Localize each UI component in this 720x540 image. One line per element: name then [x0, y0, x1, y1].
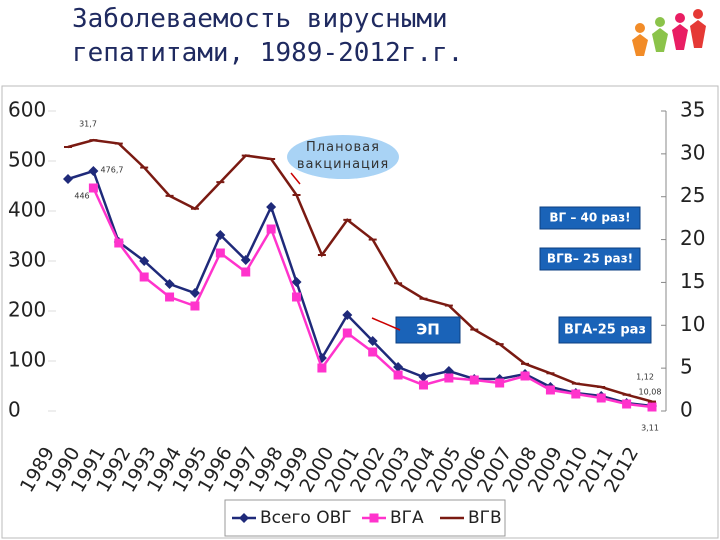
legend-label: ВГВ [468, 508, 502, 528]
y2-tick-label: 30 [680, 140, 705, 164]
annotation: Плановая вакцинация [296, 140, 390, 172]
y-tick-label: 500 [8, 148, 46, 172]
y-tick-label: 400 [8, 198, 46, 222]
marker [139, 272, 149, 282]
y-tick-label: 300 [8, 248, 46, 272]
annotation: ВГ – 40 раз! [549, 211, 630, 225]
annotation: ЭП [416, 321, 440, 339]
marker [240, 255, 251, 265]
y-tick-label: 200 [8, 298, 46, 322]
annotation: 3,11 [641, 424, 659, 433]
logo [632, 9, 706, 56]
chart-title: Заболеваемость вирусными гепатитами, 198… [72, 4, 464, 68]
marker [495, 378, 505, 388]
annotation: 1,12 [636, 373, 654, 382]
marker [571, 389, 581, 399]
marker [418, 380, 428, 390]
legend-marker [239, 513, 249, 523]
marker [291, 277, 302, 287]
chart-frame [1, 85, 719, 539]
marker [520, 371, 530, 381]
annotation: ВГВ– 25 раз! [547, 252, 633, 266]
marker [88, 166, 99, 176]
legend-marker [369, 513, 379, 523]
annotation: 10,08 [639, 388, 662, 397]
annotation: ВГА-25 раз [564, 323, 646, 338]
y2-tick-label: 20 [680, 226, 705, 250]
marker [266, 224, 276, 234]
legend-label: Всего ОВГ [260, 508, 352, 528]
annotation-wrap: Плановая вакцинация [296, 140, 390, 172]
marker [444, 373, 454, 383]
marker [292, 292, 302, 302]
marker [88, 183, 98, 193]
y2-tick-label: 35 [680, 98, 705, 122]
marker [317, 363, 327, 373]
y2-tick-label: 15 [680, 269, 705, 293]
y-tick-label: 0 [8, 398, 21, 422]
marker [393, 362, 404, 372]
marker [266, 202, 277, 212]
annotation-box [539, 206, 641, 230]
y2-tick-label: 0 [680, 398, 693, 422]
series-line [67, 138, 653, 403]
annotation: 446 [74, 192, 89, 201]
annotation-arrow [290, 172, 301, 185]
marker [418, 372, 429, 382]
marker [164, 279, 175, 289]
annotation-box [395, 316, 461, 344]
annotation-box [287, 135, 399, 179]
annotation-arrow [371, 317, 401, 331]
y-tick-label: 600 [8, 98, 46, 122]
marker [139, 256, 150, 266]
y2-tick-label: 10 [680, 312, 705, 336]
marker [647, 402, 657, 412]
marker [596, 393, 606, 403]
annotation: 476,7 [101, 166, 124, 175]
marker [622, 399, 632, 409]
marker [63, 174, 73, 184]
marker [469, 375, 479, 385]
marker [215, 230, 226, 240]
marker [545, 385, 555, 395]
annotation-box [539, 247, 641, 271]
annotation: 31,7 [79, 120, 97, 129]
marker [165, 292, 175, 302]
title-box: Заболеваемость вирусными гепатитами, 198… [72, 4, 464, 68]
marker [215, 248, 225, 258]
marker [342, 328, 352, 338]
marker [241, 267, 251, 277]
y-tick-label: 100 [8, 348, 46, 372]
y2-tick-label: 5 [680, 355, 693, 379]
annotation-box [558, 316, 652, 344]
legend-label: ВГА [390, 508, 424, 528]
marker [393, 370, 403, 380]
y2-tick-label: 25 [680, 183, 705, 207]
marker [189, 288, 200, 298]
marker [190, 301, 200, 311]
marker [342, 310, 353, 320]
marker [368, 347, 378, 357]
marker [367, 336, 378, 346]
marker [114, 238, 124, 248]
